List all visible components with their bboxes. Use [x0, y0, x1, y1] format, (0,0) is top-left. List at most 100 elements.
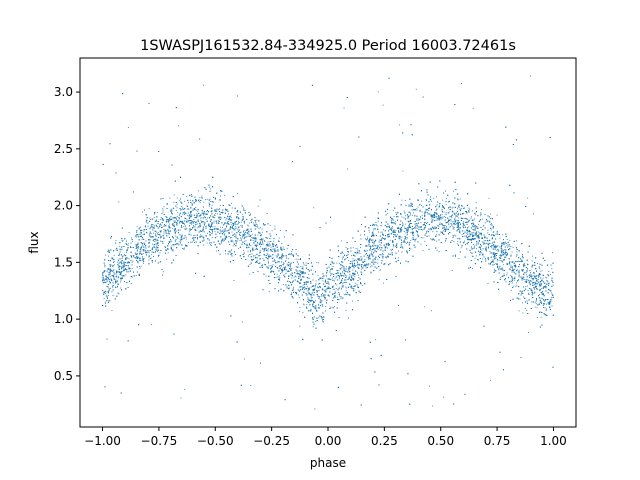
data-point — [436, 219, 438, 221]
data-point — [113, 264, 115, 266]
data-point — [170, 211, 172, 213]
data-point — [259, 252, 261, 254]
data-point — [108, 277, 110, 279]
data-point — [401, 216, 403, 218]
data-point — [453, 218, 455, 220]
data-point — [346, 287, 348, 289]
data-point — [490, 246, 491, 247]
data-point — [113, 254, 115, 256]
data-point — [155, 236, 157, 237]
data-point — [328, 278, 330, 280]
data-point — [136, 226, 138, 228]
data-point — [493, 241, 495, 243]
data-point — [365, 267, 367, 269]
data-point — [482, 225, 484, 227]
data-point — [104, 301, 106, 303]
data-point — [223, 194, 225, 196]
data-point — [405, 232, 407, 234]
data-point — [534, 302, 536, 304]
data-point — [456, 219, 458, 221]
data-point — [255, 221, 257, 223]
data-point — [408, 230, 410, 232]
data-point — [455, 256, 456, 258]
data-point — [392, 227, 393, 229]
data-point — [215, 212, 217, 214]
data-point — [157, 232, 159, 234]
data-point — [338, 286, 340, 288]
data-point — [118, 293, 120, 295]
data-point — [401, 236, 403, 238]
data-point — [503, 242, 505, 244]
data-point — [537, 288, 539, 290]
data-point — [502, 234, 504, 236]
data-point — [229, 251, 231, 253]
data-point — [334, 295, 336, 296]
data-point — [224, 229, 226, 231]
data-point — [237, 220, 239, 222]
data-point — [184, 388, 186, 390]
data-point — [405, 238, 407, 240]
data-point — [259, 249, 261, 251]
data-point — [263, 240, 265, 242]
data-point — [411, 231, 413, 233]
data-point — [123, 275, 125, 277]
data-point — [431, 310, 433, 312]
data-point — [472, 210, 474, 212]
data-point — [358, 274, 359, 276]
data-point — [395, 236, 397, 238]
data-point — [460, 247, 462, 249]
data-point — [491, 247, 493, 249]
data-point — [120, 287, 122, 289]
data-point — [243, 235, 245, 237]
data-point — [257, 205, 259, 207]
data-point — [205, 225, 207, 227]
data-point — [149, 217, 151, 219]
data-point — [405, 227, 407, 229]
data-point — [154, 241, 156, 242]
data-point — [404, 239, 406, 241]
data-point — [160, 260, 161, 262]
data-point — [272, 264, 274, 266]
data-point — [268, 255, 270, 256]
data-point — [475, 227, 477, 229]
data-point — [192, 241, 193, 243]
data-point — [235, 223, 237, 225]
data-point — [461, 205, 462, 206]
data-point — [377, 248, 379, 250]
data-point — [339, 295, 340, 297]
data-point — [497, 248, 499, 250]
data-point — [238, 248, 240, 250]
data-point — [284, 269, 286, 271]
data-point — [181, 227, 183, 229]
data-point — [189, 216, 191, 218]
data-point — [183, 248, 185, 250]
data-point — [539, 268, 541, 270]
data-point — [532, 255, 534, 257]
data-point — [511, 277, 513, 279]
data-point — [448, 226, 450, 228]
data-point — [196, 227, 198, 229]
data-point — [264, 249, 266, 251]
data-point — [153, 217, 155, 219]
data-point — [452, 206, 454, 208]
data-point — [207, 232, 208, 234]
data-point — [278, 275, 280, 277]
data-point — [377, 245, 379, 247]
data-point — [360, 234, 362, 236]
data-point — [275, 277, 277, 279]
data-point — [374, 224, 376, 226]
data-point — [416, 209, 418, 211]
data-point — [117, 271, 119, 272]
data-point — [445, 198, 447, 200]
data-point — [322, 276, 324, 278]
data-point — [104, 281, 105, 283]
data-point — [372, 231, 374, 233]
data-point — [257, 224, 259, 226]
data-point — [410, 214, 411, 216]
data-point — [471, 267, 473, 269]
data-point — [446, 228, 448, 230]
data-point — [206, 211, 208, 212]
data-point — [169, 223, 171, 225]
data-point — [161, 230, 163, 232]
data-point — [531, 280, 532, 282]
